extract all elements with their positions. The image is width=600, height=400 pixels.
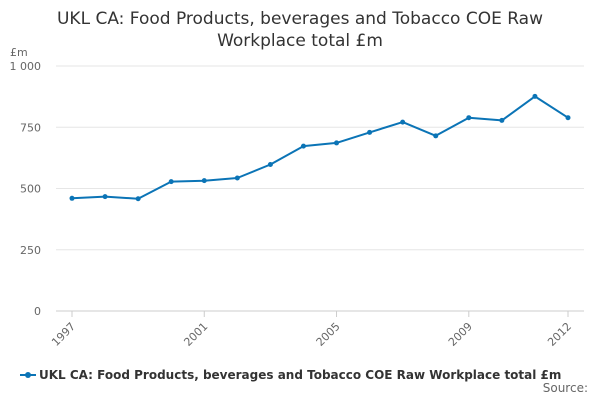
- y-tick-label: 750: [20, 121, 41, 134]
- chart-title: UKL CA: Food Products, beverages and Tob…: [0, 8, 600, 52]
- data-point: [267, 161, 273, 167]
- x-tick-label: 2012: [545, 320, 574, 349]
- source-label: Source:: [542, 381, 588, 395]
- data-point: [135, 196, 141, 202]
- data-point: [499, 117, 505, 123]
- series-line: [71, 95, 569, 200]
- gridlines: [56, 65, 584, 251]
- legend[interactable]: UKL CA: Food Products, beverages and Tob…: [20, 366, 561, 384]
- legend-line-marker-icon: [20, 370, 36, 380]
- data-point: [300, 143, 306, 149]
- y-tick-label: 250: [20, 244, 41, 257]
- x-tick-label: 2009: [446, 320, 475, 349]
- axes: [56, 310, 584, 317]
- data-point: [69, 195, 75, 201]
- data-point: [201, 178, 207, 184]
- data-point: [102, 194, 108, 200]
- legend-label: UKL CA: Food Products, beverages and Tob…: [39, 368, 562, 382]
- data-point: [400, 119, 406, 125]
- y-tick-label: 0: [34, 305, 41, 318]
- data-point: [334, 140, 340, 146]
- y-tick-label: 500: [20, 183, 41, 196]
- data-point: [466, 115, 472, 121]
- x-tick-label: 2005: [314, 320, 343, 349]
- series-group: [69, 93, 571, 202]
- y-tick-label: 1 000: [10, 60, 42, 73]
- data-point: [234, 175, 240, 181]
- data-point: [433, 133, 439, 139]
- x-tick-label: 2001: [181, 320, 210, 349]
- data-point: [367, 129, 373, 135]
- y-axis-label: £m: [10, 46, 28, 59]
- chart-title-line-2: Workplace total £m: [217, 31, 383, 51]
- x-tick-labels: 1997 2001 2005 2009 2012: [49, 320, 574, 349]
- data-point: [168, 179, 174, 185]
- data-point: [532, 93, 538, 99]
- y-tick-labels: 0 250 500 750 1 000: [10, 60, 42, 318]
- chart-title-line-1: UKL CA: Food Products, beverages and Tob…: [56, 9, 543, 29]
- data-point: [565, 115, 571, 121]
- x-tick-label: 1997: [49, 320, 78, 349]
